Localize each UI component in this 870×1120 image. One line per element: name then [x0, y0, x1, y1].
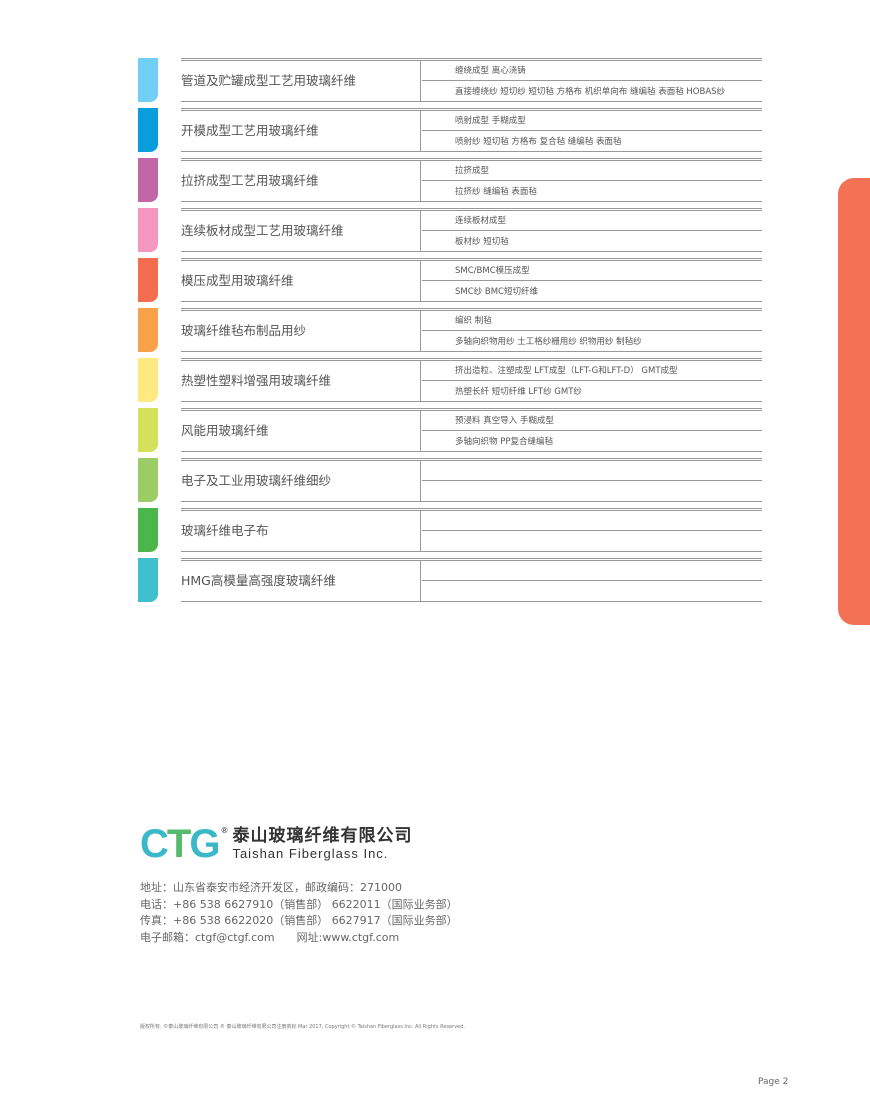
category-name: 模压成型用玻璃纤维 — [181, 261, 421, 301]
category-color-tab — [138, 308, 158, 352]
row-cells: 连续板材成型工艺用玻璃纤维 连续板材成型 板材纱 短切毡 — [181, 208, 762, 252]
table-row: 玻璃纤维电子布 — [138, 508, 762, 558]
process-cell: 挤出造粒、注塑成型 LFT成型（LFT-G和LFT-D） GMT成型 — [422, 361, 762, 381]
fax: 传真：+86 538 6622020（销售部） 6627917（国际业务部） — [140, 914, 458, 927]
products-cell — [422, 582, 762, 602]
category-name: 连续板材成型工艺用玻璃纤维 — [181, 211, 421, 251]
table-row: 拉挤成型工艺用玻璃纤维 拉挤成型 拉挤纱 缝编毡 表面毡 — [138, 158, 762, 208]
row-cells: 模压成型用玻璃纤维 SMC/BMC模压成型 SMC纱 BMC短切纤维 — [181, 258, 762, 302]
row-cells: 玻璃纤维毡布制品用纱 编织 制毡 多轴向织物用纱 土工格纱栅用纱 织物用纱 制毡… — [181, 308, 762, 352]
products-cell: 热塑长纤 短切纤维 LFT纱 GMT纱 — [455, 387, 582, 397]
table-row: HMG高模量高强度玻璃纤维 — [138, 558, 762, 608]
category-color-tab — [138, 258, 158, 302]
category-name: 开模成型工艺用玻璃纤维 — [181, 111, 421, 151]
process-cell — [422, 461, 762, 481]
row-cells: 拉挤成型工艺用玻璃纤维 拉挤成型 拉挤纱 缝编毡 表面毡 — [181, 158, 762, 202]
category-name: 拉挤成型工艺用玻璃纤维 — [181, 161, 421, 201]
row-cells: 管道及贮罐成型工艺用玻璃纤维 缠绕成型 离心浇铸 直接缠绕纱 短切纱 短切毡 方… — [181, 58, 762, 102]
category-color-tab — [138, 208, 158, 252]
copyright-notice: 版权所有: ©泰山玻璃纤维有限公司 ® 泰山玻璃纤维有限公司注册商标 Mar 2… — [140, 1024, 465, 1030]
products-cell: 直接缠绕纱 短切纱 短切毡 方格布 机织单向布 缝编毡 表面毡 HOBAS纱 — [455, 87, 726, 97]
process-cell: 喷射成型 手糊成型 — [422, 111, 762, 131]
table-row: 连续板材成型工艺用玻璃纤维 连续板材成型 板材纱 短切毡 — [138, 208, 762, 258]
table-row: 开模成型工艺用玻璃纤维 喷射成型 手糊成型 喷射纱 短切毡 方格布 复合毡 缝编… — [138, 108, 762, 158]
row-cells: HMG高模量高强度玻璃纤维 — [181, 558, 762, 602]
category-color-tab — [138, 508, 158, 552]
category-name: HMG高模量高强度玻璃纤维 — [181, 561, 421, 601]
process-cell: 连续板材成型 — [422, 211, 762, 231]
row-cells: 风能用玻璃纤维 预浸料 真空导入 手糊成型 多轴向织物 PP复合缝编毡 — [181, 408, 762, 452]
process-cell: 拉挤成型 — [422, 161, 762, 181]
process-cell — [422, 561, 762, 581]
products-cell — [422, 482, 762, 502]
products-cell: 多轴向织物用纱 土工格纱栅用纱 织物用纱 制毡纱 — [455, 337, 642, 347]
contact-info: 地址：山东省泰安市经济开发区，邮政编码：271000 电话：+86 538 66… — [140, 880, 458, 946]
process-cell — [422, 511, 762, 531]
products-cell — [422, 532, 762, 552]
address: 地址：山东省泰安市经济开发区，邮政编码：271000 — [140, 881, 402, 894]
process-cell: 缠绕成型 离心浇铸 — [422, 61, 762, 81]
row-cells: 热塑性塑料增强用玻璃纤维 挤出造粒、注塑成型 LFT成型（LFT-G和LFT-D… — [181, 358, 762, 402]
email-website: 电子邮箱：ctgf@ctgf.com 网址:www.ctgf.com — [140, 930, 400, 944]
products-cell: 拉挤纱 缝编毡 表面毡 — [455, 187, 537, 197]
category-name: 热塑性塑料增强用玻璃纤维 — [181, 361, 421, 401]
row-cells: 玻璃纤维电子布 — [181, 508, 762, 552]
table-row: 模压成型用玻璃纤维 SMC/BMC模压成型 SMC纱 BMC短切纤维 — [138, 258, 762, 308]
table-row: 玻璃纤维毡布制品用纱 编织 制毡 多轴向织物用纱 土工格纱栅用纱 织物用纱 制毡… — [138, 308, 762, 358]
table-row: 热塑性塑料增强用玻璃纤维 挤出造粒、注塑成型 LFT成型（LFT-G和LFT-D… — [138, 358, 762, 408]
products-cell: SMC纱 BMC短切纤维 — [455, 287, 538, 297]
products-cell: 喷射纱 短切毡 方格布 复合毡 缝编毡 表面毡 — [455, 137, 622, 147]
page-number: Page 2 — [758, 1077, 789, 1087]
category-name: 风能用玻璃纤维 — [181, 411, 421, 451]
category-color-tab — [138, 158, 158, 202]
products-cell: 板材纱 短切毡 — [455, 237, 509, 247]
side-tab — [838, 178, 870, 625]
category-color-tab — [138, 558, 158, 602]
company-name-en: Taishan Fiberglass Inc. — [232, 846, 389, 861]
process-cell: SMC/BMC模压成型 — [422, 261, 762, 281]
process-cell: 预浸料 真空导入 手糊成型 — [422, 411, 762, 431]
company-name-cn: 泰山玻璃纤维有限公司 — [232, 826, 413, 846]
category-color-tab — [138, 408, 158, 452]
category-color-tab — [138, 458, 158, 502]
product-table: 管道及贮罐成型工艺用玻璃纤维 缠绕成型 离心浇铸 直接缠绕纱 短切纱 短切毡 方… — [138, 58, 762, 608]
category-name: 电子及工业用玻璃纤维细纱 — [181, 461, 421, 501]
category-name: 管道及贮罐成型工艺用玻璃纤维 — [181, 61, 421, 101]
ctg-logo-mark: CTG — [140, 822, 220, 866]
row-cells: 开模成型工艺用玻璃纤维 喷射成型 手糊成型 喷射纱 短切毡 方格布 复合毡 缝编… — [181, 108, 762, 152]
category-name: 玻璃纤维毡布制品用纱 — [181, 311, 421, 351]
row-cells: 电子及工业用玻璃纤维细纱 — [181, 458, 762, 502]
products-cell: 多轴向织物 PP复合缝编毡 — [455, 437, 553, 447]
table-row: 电子及工业用玻璃纤维细纱 — [138, 458, 762, 508]
category-color-tab — [138, 58, 158, 102]
category-color-tab — [138, 108, 158, 152]
phone: 电话：+86 538 6627910（销售部） 6622011（国际业务部） — [140, 897, 458, 911]
registered-icon: ® — [220, 826, 229, 835]
process-cell: 编织 制毡 — [422, 311, 762, 331]
company-logo: CTG ® 泰山玻璃纤维有限公司 Taishan Fiberglass Inc. — [140, 822, 413, 866]
category-color-tab — [138, 358, 158, 402]
table-row: 管道及贮罐成型工艺用玻璃纤维 缠绕成型 离心浇铸 直接缠绕纱 短切纱 短切毡 方… — [138, 58, 762, 108]
category-name: 玻璃纤维电子布 — [181, 511, 421, 551]
table-row: 风能用玻璃纤维 预浸料 真空导入 手糊成型 多轴向织物 PP复合缝编毡 — [138, 408, 762, 458]
